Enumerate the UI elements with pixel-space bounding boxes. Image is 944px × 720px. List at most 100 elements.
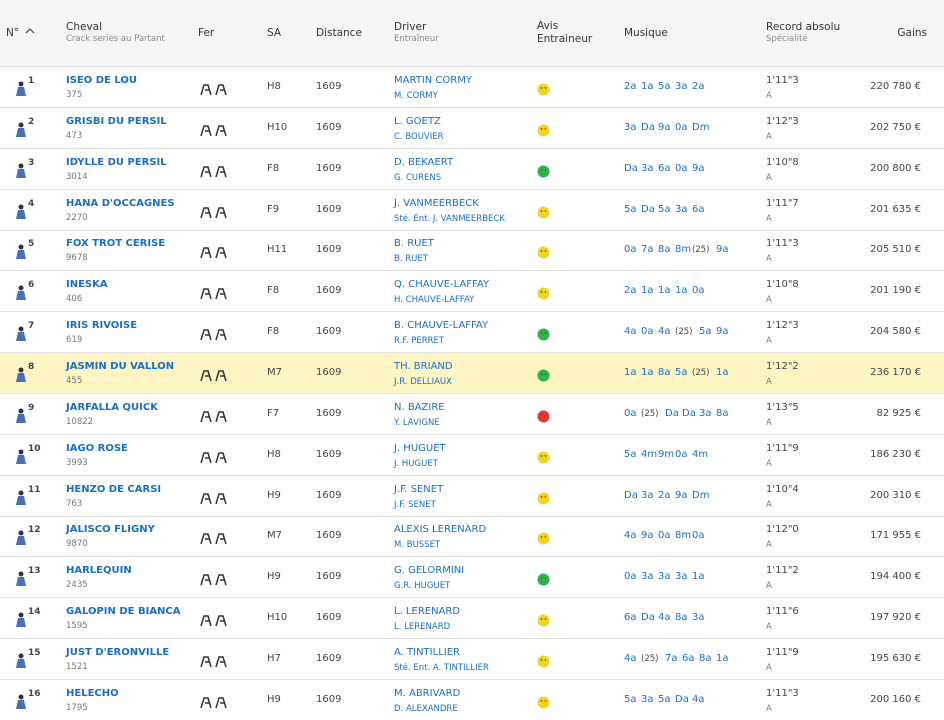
entraineur[interactable]: D. ALEXANDRE (394, 703, 458, 714)
horse-name[interactable]: IRIS RIVOISE (66, 320, 138, 332)
record: 1'11"3 (766, 687, 799, 699)
musique-item: 4m (641, 448, 658, 460)
crack-series: 9870 (66, 539, 88, 550)
avis-icon (537, 122, 550, 141)
entraineur[interactable]: B. RUET (394, 254, 428, 265)
horse-name[interactable]: INESKA (66, 279, 108, 291)
driver[interactable]: D. BEKAERT (394, 156, 454, 168)
horse-name[interactable]: JUST D'ERONVILLE (66, 646, 170, 658)
driver[interactable]: TH. BRIAND (394, 360, 453, 372)
runner-row[interactable]: 12 JALISCO FLIGNY 9870 M7 1609 ALEXIS LERENAR… (0, 516, 944, 558)
driver[interactable]: J.F. SENET (394, 483, 444, 495)
musique-item: 8a (658, 244, 671, 256)
record: 1'12"2 (766, 360, 799, 372)
driver[interactable]: B. RUET (394, 238, 434, 250)
musique-item: 2a (692, 81, 705, 92)
runner-row[interactable]: 13 HARLEQUIN 2435 H9 1609 G. GELORMINI G.R. HU… (0, 557, 944, 599)
runner-row[interactable]: 16 HELECHO 1795 H9 1609 M. ABRIVARD D. ALEXAND… (0, 680, 944, 720)
driver[interactable]: J. VANMEERBECK (394, 197, 479, 209)
distance: 1609 (316, 244, 342, 256)
entraineur[interactable]: G. CURENS (394, 172, 442, 183)
runner-row[interactable]: 10 IAGO ROSE 3993 H8 1609 J. HUGUET J. HUGUET 5… (0, 435, 944, 476)
fer-icons (199, 122, 229, 141)
horse-name[interactable]: ISEO DE LOU (66, 75, 137, 86)
runner-row[interactable]: 4 HANA D'OCCAGNES 2270 F9 1609 J. VANMEERBECK… (0, 190, 944, 231)
runner-row[interactable]: 11 HENZO DE CARSI 763 H9 1609 J.F. SENET J.F. … (0, 476, 944, 517)
musique-item: 5a (624, 448, 637, 460)
driver[interactable]: L. GOETZ (394, 115, 441, 127)
horse-name[interactable]: HANA D'OCCAGNES (66, 197, 175, 209)
horse-name[interactable]: HELECHO (66, 687, 119, 699)
header-sa: SA (267, 27, 282, 39)
jockey-icon (15, 530, 27, 550)
entraineur[interactable]: L. LERENARD (394, 622, 451, 633)
driver[interactable]: L. LERENARD (394, 606, 461, 618)
sa: H10 (267, 121, 288, 133)
entraineur[interactable]: G.R. HUGUET (394, 581, 451, 592)
horse-name[interactable]: HENZO DE CARSI (66, 483, 162, 495)
entraineur[interactable]: C. BOUVIER (394, 131, 444, 142)
jockey-icon (15, 408, 27, 428)
fer-icons (199, 694, 229, 713)
runner-num: 4 (28, 198, 35, 209)
sort-arrow[interactable] (25, 27, 35, 35)
runner-row[interactable]: 9 JARFALLA QUICK 10822 F7 1609 N. BAZIRE Y. LA… (0, 394, 944, 435)
jockey-icon (15, 244, 27, 264)
horse-name[interactable]: GRISBI DU PERSIL (66, 115, 167, 127)
entraineur[interactable]: M. BUSSET (394, 540, 441, 551)
musique-item: 3a (675, 571, 688, 583)
distance: 1609 (316, 285, 342, 297)
runner-row[interactable]: 5 FOX TROT CERISE 9678 H11 1609 B. RUET B. RUE… (0, 230, 944, 272)
runner-row[interactable]: 6 INESKA 406 F8 1609 Q. CHAUVE-LAFFAY H. CHAUV… (0, 271, 944, 313)
entraineur[interactable]: Y. LAVIGNE (394, 417, 440, 428)
driver[interactable]: B. CHAUVE-LAFFAY (394, 320, 489, 332)
horse-name[interactable]: IAGO ROSE (66, 442, 128, 454)
runner-row[interactable]: 8 JASMIN DU VALLON 455 M7 1609 TH. BRIAND J.R.… (0, 352, 944, 394)
musique-item: 9a (641, 530, 654, 542)
runner-row[interactable]: 7 IRIS RIVOISE 619 F8 1609 B. CHAUVE-LAFFAY R.… (0, 312, 944, 354)
driver[interactable]: ALEXIS LERENARD (394, 524, 487, 536)
entraineur[interactable]: J. HUGUET (394, 458, 438, 469)
runner-row[interactable]: 14 GALOPIN DE BIANCA 1595 H10 1609 L. LERENAR… (0, 598, 944, 640)
musique-item: 9a (658, 121, 671, 133)
gains: 194 400 € (870, 571, 921, 583)
driver[interactable]: Q. CHAUVE-LAFFAY (394, 279, 490, 291)
musique-item: 1a (641, 366, 654, 378)
driver[interactable]: A. TINTILLIER (394, 646, 460, 658)
musique-item: 7a (641, 244, 654, 256)
entraineur[interactable]: M. CORMY (394, 91, 438, 101)
horse-name[interactable]: JARFALLA QUICK (66, 401, 158, 413)
horse-name[interactable]: JALISCO FLIGNY (66, 524, 155, 536)
specialite: A (766, 131, 772, 142)
entraineur[interactable]: J.R. DELLIAUX (394, 376, 452, 387)
entraineur[interactable]: J.F. SENET (394, 499, 436, 510)
entraineur[interactable]: Sté. Ent. J. VANMEERBECK (394, 213, 505, 224)
horse-name[interactable]: JASMIN DU VALLON (66, 360, 175, 372)
musique-item: 3a (692, 612, 705, 624)
horse-name[interactable]: FOX TROT CERISE (66, 238, 166, 250)
header-num[interactable]: N° (6, 27, 20, 39)
runner-row[interactable]: 1 ISEO DE LOU 375 H8 1609 MARTIN CORMY M. CORM… (0, 67, 944, 108)
musique-item: 3a (641, 693, 654, 705)
jockey-icon (15, 653, 27, 673)
driver[interactable]: J. HUGUET (394, 442, 446, 454)
entraineur[interactable]: R.F. PERRET (394, 336, 445, 347)
musique-item: 0a (692, 530, 705, 542)
runner-row[interactable]: 3 IDYLLE DU PERSIL 3014 F8 1609 D. BEKAERT G. … (0, 149, 944, 190)
entraineur[interactable]: Sté. Ent. A. TINTILLIER (394, 662, 489, 673)
musique-item: Dm (692, 121, 710, 133)
driver[interactable]: N. BAZIRE (394, 401, 445, 413)
driver[interactable]: G. GELORMINI (394, 565, 465, 577)
horse-name[interactable]: GALOPIN DE BIANCA (66, 606, 181, 618)
runner-row[interactable]: 2 GRISBI DU PERSIL 473 H10 1609 L. GOETZ C. BO… (0, 108, 944, 149)
runner-row[interactable]: 15 JUST D'ERONVILLE 1521 H7 1609 A. TINTILLIE… (0, 639, 944, 680)
driver[interactable]: MARTIN CORMY (394, 75, 472, 86)
musique-item: 8a (675, 612, 688, 624)
horse-name[interactable]: HARLEQUIN (66, 565, 132, 577)
driver[interactable]: M. ABRIVARD (394, 687, 461, 699)
entraineur[interactable]: H. CHAUVE-LAFFAY (394, 295, 475, 306)
horse-name[interactable]: IDYLLE DU PERSIL (66, 156, 167, 168)
musique-item: 6a (692, 203, 705, 215)
crack-series: 1521 (66, 661, 88, 672)
header-fer: Fer (198, 27, 215, 39)
